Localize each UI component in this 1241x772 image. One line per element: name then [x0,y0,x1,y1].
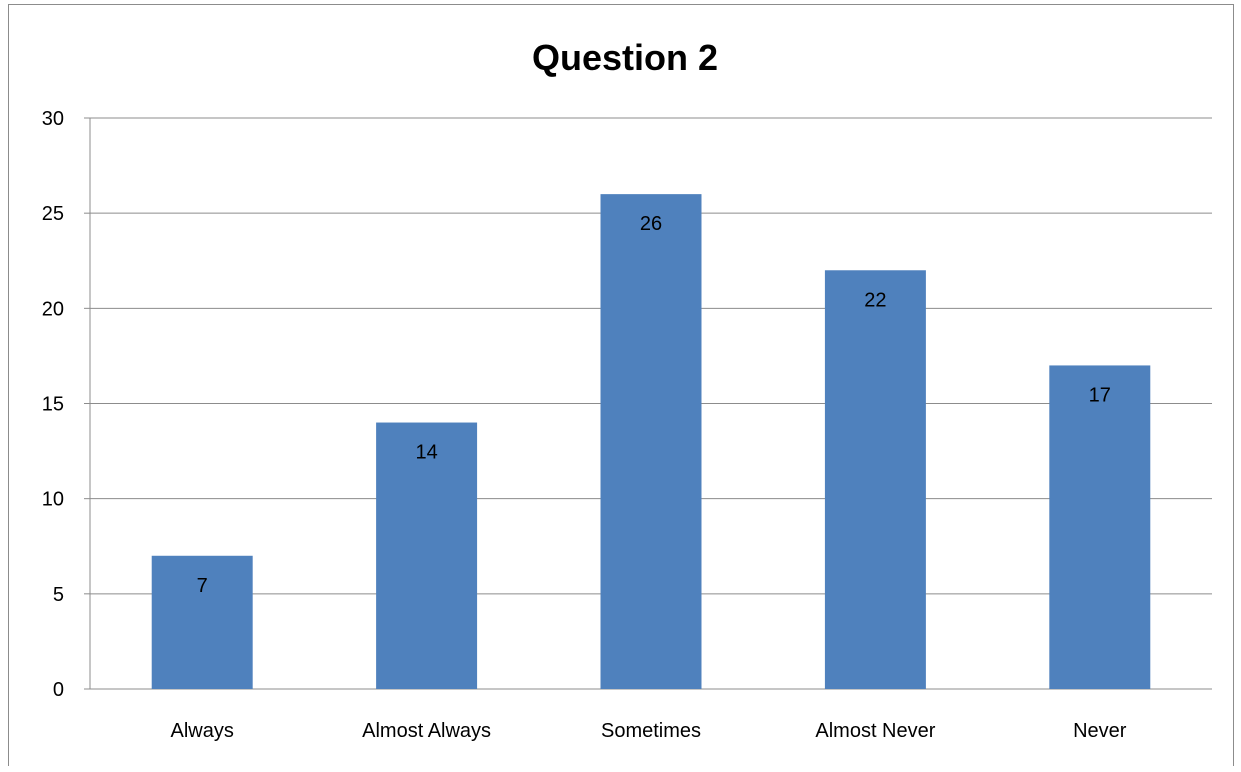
x-tick-label: Almost Never [815,720,935,742]
bar [151,555,253,689]
x-axis-ticks: Always Almost Always Sometimes Almost Never… [171,720,1127,742]
x-tick-label: Almost Always [362,720,491,742]
bar [600,194,702,689]
bar [1049,365,1151,689]
y-tick-label: 10 [42,489,64,511]
bar [824,270,926,689]
y-axis-ticks: 0 5 10 15 20 25 30 [42,108,64,701]
data-label: 14 [415,442,437,464]
data-label: 22 [864,289,886,311]
bar [376,422,478,689]
y-tick-label: 5 [53,584,64,606]
x-tick-label: Always [171,720,234,742]
y-tick-label: 0 [53,679,64,701]
y-tick-label: 15 [42,394,64,416]
y-tick-label: 20 [42,298,64,320]
x-tick-label: Never [1073,720,1127,742]
chart-title: Question 2 [532,37,718,78]
bars [151,194,1151,689]
x-tick-label: Sometimes [601,720,701,742]
y-tick-label: 30 [42,108,64,130]
data-label: 26 [640,213,662,235]
data-labels: 7 14 26 22 17 [197,213,1111,597]
data-label: 7 [197,575,208,597]
data-label: 17 [1089,384,1111,406]
y-tick-label: 25 [42,203,64,225]
